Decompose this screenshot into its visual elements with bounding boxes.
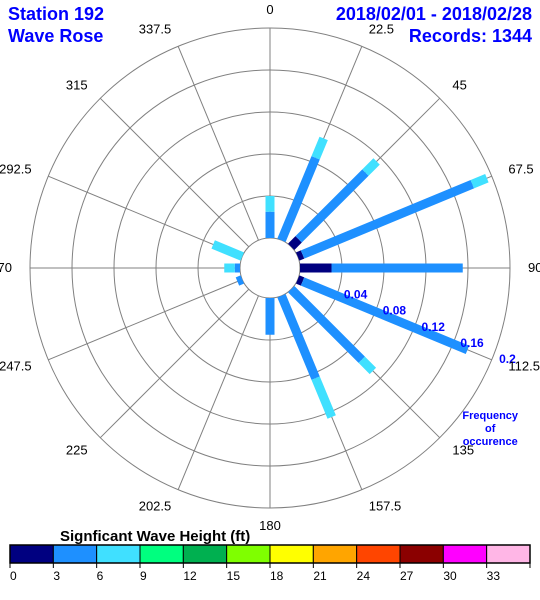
svg-text:24: 24	[357, 569, 371, 583]
svg-text:270: 270	[0, 260, 12, 275]
svg-text:of: of	[485, 423, 496, 435]
svg-text:18: 18	[270, 569, 284, 583]
date-range: 2018/02/01 - 2018/02/28	[336, 4, 532, 24]
svg-text:157.5: 157.5	[369, 498, 402, 513]
svg-text:21: 21	[313, 569, 327, 583]
svg-text:0: 0	[10, 569, 17, 583]
svg-text:3: 3	[53, 569, 60, 583]
svg-text:90: 90	[528, 260, 540, 275]
svg-text:0: 0	[266, 2, 273, 17]
svg-text:202.5: 202.5	[139, 498, 172, 513]
svg-text:45: 45	[452, 78, 466, 93]
wave-rose-chart: 0.040.080.120.160.2Frequencyofoccurence0…	[0, 0, 540, 600]
svg-text:15: 15	[227, 569, 241, 583]
colorbar-title: Signficant Wave Height (ft)	[60, 528, 250, 545]
svg-text:292.5: 292.5	[0, 161, 32, 176]
svg-text:112.5: 112.5	[508, 359, 540, 374]
chart-type: Wave Rose	[8, 26, 103, 46]
svg-text:0.12: 0.12	[422, 320, 446, 334]
svg-text:337.5: 337.5	[139, 22, 172, 37]
svg-text:135: 135	[452, 442, 474, 457]
svg-text:67.5: 67.5	[508, 161, 533, 176]
svg-text:315: 315	[66, 78, 88, 93]
chart-svg: 0.040.080.120.160.2Frequencyofoccurence0…	[0, 0, 540, 600]
svg-text:30: 30	[443, 569, 457, 583]
svg-text:Frequency: Frequency	[462, 410, 519, 422]
svg-text:0.04: 0.04	[344, 288, 368, 302]
svg-text:180: 180	[259, 518, 281, 533]
record-count: Records: 1344	[409, 26, 532, 46]
station-title: Station 192	[8, 4, 104, 24]
svg-text:12: 12	[183, 569, 197, 583]
svg-text:27: 27	[400, 569, 414, 583]
svg-text:247.5: 247.5	[0, 359, 32, 374]
svg-text:0.08: 0.08	[383, 304, 407, 318]
svg-text:0.16: 0.16	[460, 336, 484, 350]
svg-text:225: 225	[66, 442, 88, 457]
svg-text:6: 6	[97, 569, 104, 583]
svg-text:33: 33	[487, 569, 501, 583]
svg-text:9: 9	[140, 569, 147, 583]
